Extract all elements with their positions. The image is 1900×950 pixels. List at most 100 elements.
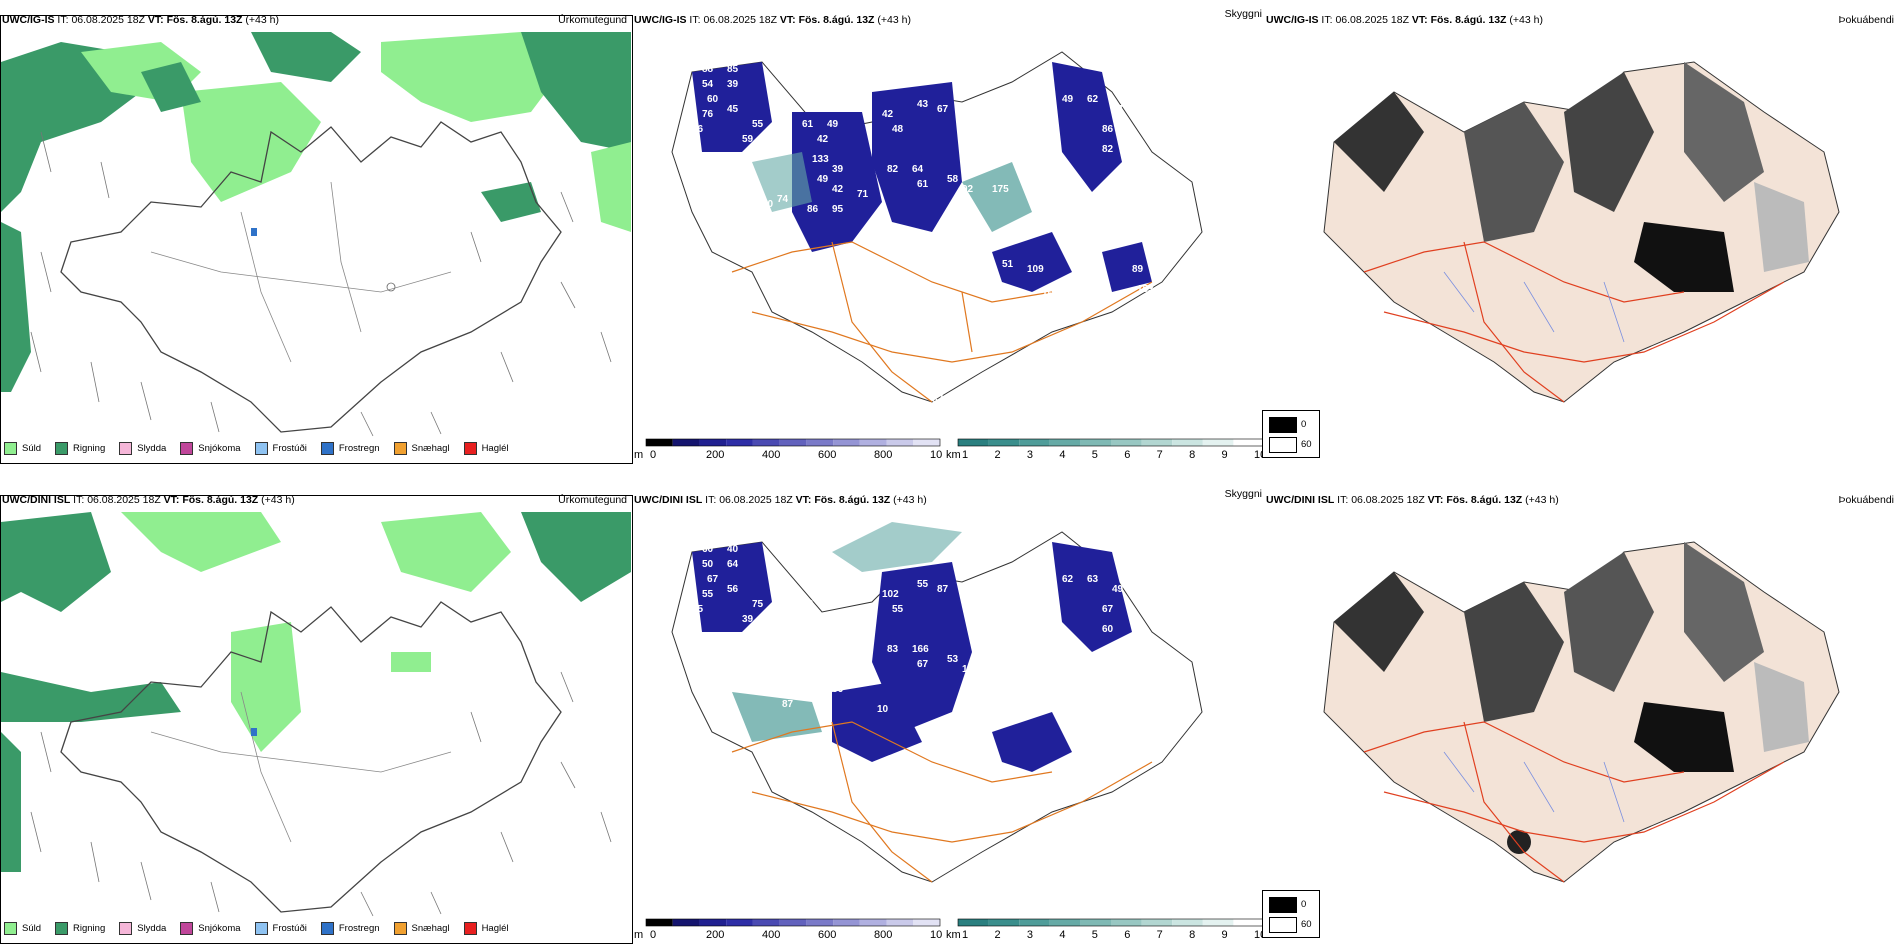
colorbar-tick-label: 0 — [650, 929, 656, 941]
colorbar-tick-label: 400 — [762, 929, 780, 941]
visibility-value-label: 64 — [912, 164, 924, 175]
visibility-value-label: 39 — [742, 614, 754, 625]
colorbar-segment — [1080, 919, 1111, 926]
precip-map — [1, 32, 631, 437]
panel-header: UWC/IG-IS IT: 06.08.2025 18Z VT: Fös. 8.… — [1266, 12, 1898, 28]
visibility-value-label: 71 — [857, 189, 869, 200]
colorbar-tick-label: 7 — [1157, 449, 1163, 461]
visibility-value-label: 62 — [1062, 574, 1074, 585]
legend-item-frostudi: Frostúði — [254, 921, 307, 935]
colorbar-tick-label: 4 — [1059, 449, 1065, 461]
colorbar-tick-label: 1000 — [930, 929, 942, 941]
it-label: IT: — [1337, 494, 1349, 506]
model-name: UWC/IG-IS — [634, 14, 687, 26]
visibility-value-label: 153 — [1137, 284, 1154, 295]
colorbar-tick-label: 2 — [994, 929, 1000, 941]
lead-time: (+43 h) — [261, 494, 295, 506]
lead-time: (+43 h) — [893, 494, 927, 506]
model-name: UWC/DINI ISL — [634, 494, 703, 506]
vt-value: Fös. 8.ágú. 13Z — [814, 494, 891, 506]
visibility-value-label: 73 — [812, 634, 824, 645]
colorbar-segment — [988, 919, 1020, 926]
visibility-value-label: 159 — [1042, 289, 1059, 300]
elevation-colorbar: m0 200 400 600 800 1000 — [634, 438, 942, 461]
visibility-value-label: 87 — [782, 699, 794, 710]
visibility-value-label: 67 — [777, 674, 789, 685]
visibility-value-label: 56 — [727, 584, 739, 595]
visibility-value-label: 49 — [827, 119, 839, 130]
visibility-value-label: 102 — [937, 224, 954, 235]
map-frame — [0, 495, 633, 944]
bottom-fog-panel: UWC/DINI ISL IT: 06.08.2025 18Z VT: Fös.… — [1264, 492, 1900, 944]
visibility-value-label: 33 — [782, 219, 794, 230]
colorbar-segment — [672, 919, 700, 926]
colorbar-segment — [1172, 439, 1203, 446]
product-name: Skyggni — [1224, 8, 1262, 20]
visibility-value-label: 22 — [1037, 204, 1049, 215]
vt-value: Fös. 8.ágú. 13Z — [1430, 14, 1507, 26]
lead-time: (+43 h) — [245, 14, 279, 26]
visibility-value-label: 86 — [1102, 124, 1114, 135]
colorbar-unit: km — [946, 929, 961, 941]
visibility-value-label: 166 — [912, 644, 929, 655]
visibility-value-label: 39 — [827, 599, 839, 610]
colorbar-segment — [833, 439, 860, 446]
visibility-value-label: 102 — [882, 589, 899, 600]
lead-time: (+43 h) — [1525, 494, 1559, 506]
visibility-value-label: 87 — [937, 584, 949, 595]
visibility-value-label: 92 — [1022, 224, 1034, 235]
visibility-value-label: 58 — [947, 174, 959, 185]
visibility-value-label: 55 — [892, 604, 904, 615]
colorbar-segment — [806, 919, 834, 926]
top-fog-panel: UWC/IG-IS IT: 06.08.2025 18Z VT: Fös. 8.… — [1264, 12, 1900, 464]
visibility-value-label: 39 — [727, 79, 739, 90]
bottom-visibility-panel: UWC/DINI ISL IT: 06.08.2025 18Z VT: Fös.… — [632, 488, 1268, 944]
colorbar-tick-label: 200 — [706, 449, 724, 461]
visibility-value-label: 39 — [832, 164, 844, 175]
top-precip-panel: UWC/IG-IS IT: 06.08.2025 18Z VT: Fös. 8.… — [0, 12, 633, 464]
vt-label: VT: — [147, 14, 164, 26]
product-name: Úrkomutegund — [558, 494, 627, 506]
visibility-value-label: 59 — [742, 134, 754, 145]
legend-item-snjokoma: Snjókoma — [180, 441, 241, 455]
visibility-value-label: 37 — [932, 394, 944, 405]
vt-label: VT: — [1427, 494, 1444, 506]
vt-value: Fös. 8.ágú. 13Z — [1446, 494, 1523, 506]
top-visibility-panel: UWC/IG-IS IT: 06.08.2025 18Z VT: Fös. 8.… — [632, 8, 1268, 464]
lead-time: (+43 h) — [877, 14, 911, 26]
vt-label: VT: — [1411, 14, 1428, 26]
it-label: IT: — [689, 14, 701, 26]
colorbar-segment — [752, 919, 780, 926]
visibility-value-label: 55 — [692, 604, 704, 615]
colorbar-segment — [1111, 439, 1142, 446]
visibility-value-label: 148 — [962, 664, 979, 675]
visibility-value-label: 45 — [727, 104, 739, 115]
colorbar-tick-label: 6 — [1124, 449, 1130, 461]
visibility-value-label: 49 — [817, 174, 829, 185]
iceland-outline — [60, 121, 562, 433]
vt-value: Fös. 8.ágú. 13Z — [166, 14, 243, 26]
visibility-value-label: 175 — [992, 184, 1009, 195]
visibility-value-label: 67 — [707, 574, 719, 585]
colorbar-tick-label: 800 — [874, 929, 892, 941]
colorbar-tick-label: 8 — [1189, 449, 1195, 461]
colorbar-unit: m — [634, 929, 643, 941]
visibility-value-label: 43 — [917, 99, 929, 110]
colorbar-segment — [699, 919, 727, 926]
visibility-value-label: 74 — [777, 194, 789, 205]
product-name: Þokuábendi — [1838, 14, 1894, 26]
colorbar-segment — [1141, 439, 1173, 446]
colorbar-tick-label: 4 — [1059, 929, 1065, 941]
it-value: 06.08.2025 18Z — [1335, 14, 1409, 26]
legend-item-slydda: Slydda — [119, 441, 166, 455]
colorbar-segment — [1111, 919, 1142, 926]
visibility-labels: 60 40 50 64 67 55 56 75 55 39 48 39 46 102 55 55 87 62 63 4… — [692, 544, 1124, 715]
colorbar-tick-label: 1 — [962, 929, 968, 941]
visibility-value-label: 55 — [702, 589, 714, 600]
visibility-value-label: 95 — [832, 204, 844, 215]
colorbar-segment — [913, 439, 940, 446]
visibility-value-label: 55 — [752, 119, 764, 130]
colorbar-segment — [779, 439, 807, 446]
panel-header: UWC/IG-IS IT: 06.08.2025 18Z VT: Fös. 8.… — [2, 12, 631, 28]
